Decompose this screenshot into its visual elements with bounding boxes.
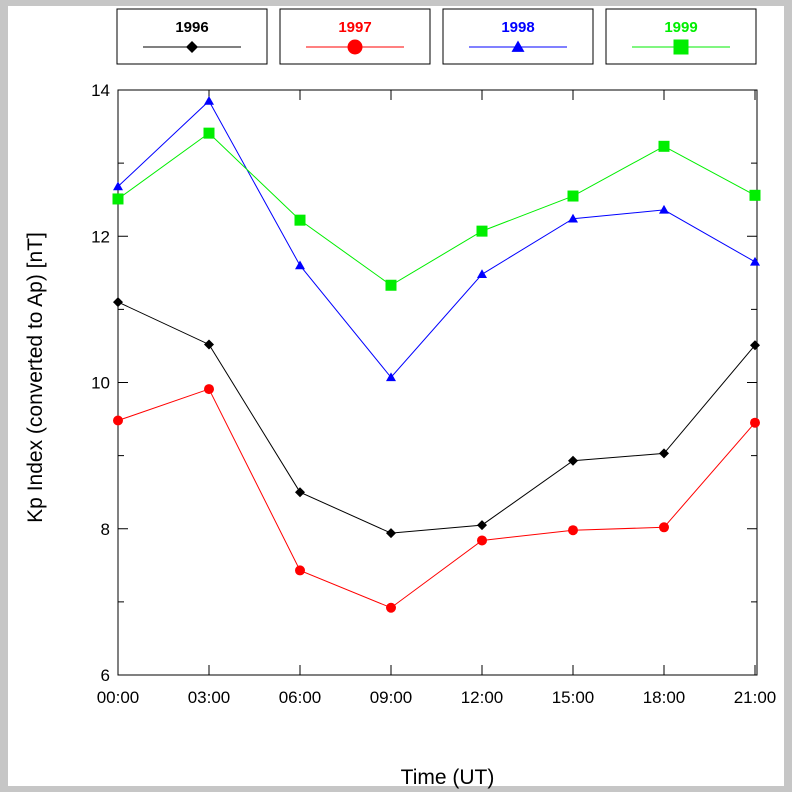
data-point-1997 [295, 565, 305, 576]
series-layer [112, 95, 761, 613]
x-tick-label: 00:00 [97, 688, 140, 707]
legend-label: 1999 [664, 19, 697, 36]
data-point-1996 [386, 528, 396, 539]
data-point-1999 [294, 214, 306, 226]
data-point-1999 [112, 193, 124, 205]
legend: 1996 1997 1998 1999 [116, 8, 757, 65]
legend-marker [673, 39, 689, 55]
chart-background [8, 6, 784, 786]
data-point-1999 [658, 140, 670, 152]
data-point-1998 [750, 256, 760, 266]
x-tick-label: 06:00 [279, 688, 322, 707]
x-tick-label: 09:00 [370, 688, 413, 707]
y-tick-label: 8 [101, 520, 110, 539]
y-tick-label: 10 [91, 374, 110, 393]
data-point-1997 [477, 535, 487, 546]
legend-item-1998: 1998 [442, 8, 594, 65]
data-point-1996 [477, 520, 487, 531]
data-point-1996 [295, 487, 305, 498]
legend-box [442, 8, 594, 65]
data-point-1996 [204, 339, 214, 350]
data-point-1999 [476, 225, 488, 237]
series-line-1997 [117, 388, 756, 609]
legend-box [116, 8, 268, 65]
series-1997 [113, 384, 760, 613]
data-point-1996 [750, 340, 760, 351]
legend-marker [347, 39, 363, 55]
data-point-1999 [203, 127, 215, 139]
y-tick-label: 12 [91, 227, 110, 246]
data-point-1997 [750, 417, 760, 428]
data-point-1997 [113, 415, 123, 426]
legend-marker [186, 41, 198, 53]
axes: 6 8 10 12 14 00:00 03:00 06:00 09:00 12:00 15:00 18… [91, 81, 776, 707]
data-point-1997 [659, 522, 669, 533]
data-point-1998 [386, 372, 396, 382]
series-1998 [113, 95, 760, 382]
x-axis-title: Time (UT) [401, 766, 495, 789]
data-point-1996 [568, 455, 578, 466]
data-point-1998 [568, 213, 578, 223]
legend-label: 1998 [501, 19, 534, 36]
data-point-1999 [749, 189, 761, 201]
legend-label: 1997 [338, 19, 371, 36]
y-tick-label: 6 [101, 666, 110, 685]
legend-box [279, 8, 431, 65]
data-point-1997 [568, 525, 578, 536]
x-tick-label: 03:00 [188, 688, 231, 707]
data-point-1998 [113, 181, 123, 191]
legend-item-1999: 1999 [605, 8, 757, 65]
y-tick-label: 14 [91, 81, 110, 100]
legend-marker [511, 40, 525, 52]
data-point-1998 [295, 260, 305, 270]
legend-label: 1996 [175, 19, 208, 36]
data-point-1997 [386, 602, 396, 613]
x-tick-label: 21:00 [734, 688, 777, 707]
x-tick-label: 18:00 [643, 688, 686, 707]
series-line-1999 [117, 132, 756, 286]
data-point-1996 [659, 448, 669, 459]
data-point-1998 [477, 269, 487, 279]
data-point-1999 [385, 279, 397, 291]
data-point-1996 [113, 297, 123, 308]
data-point-1998 [204, 95, 214, 105]
data-point-1999 [567, 190, 579, 202]
data-point-1998 [659, 204, 669, 214]
y-axis-title: Kp Index (converted to Ap) [nT] [24, 232, 47, 523]
series-line-1998 [117, 100, 756, 379]
series-1999 [112, 127, 761, 291]
legend-item-1996: 1996 [116, 8, 268, 65]
legend-box [605, 8, 757, 65]
series-line-1996 [117, 301, 756, 534]
x-tick-label: 12:00 [461, 688, 504, 707]
series-1996 [113, 297, 760, 539]
legend-item-1997: 1997 [279, 8, 431, 65]
x-tick-label: 15:00 [552, 688, 595, 707]
data-point-1997 [204, 384, 214, 395]
